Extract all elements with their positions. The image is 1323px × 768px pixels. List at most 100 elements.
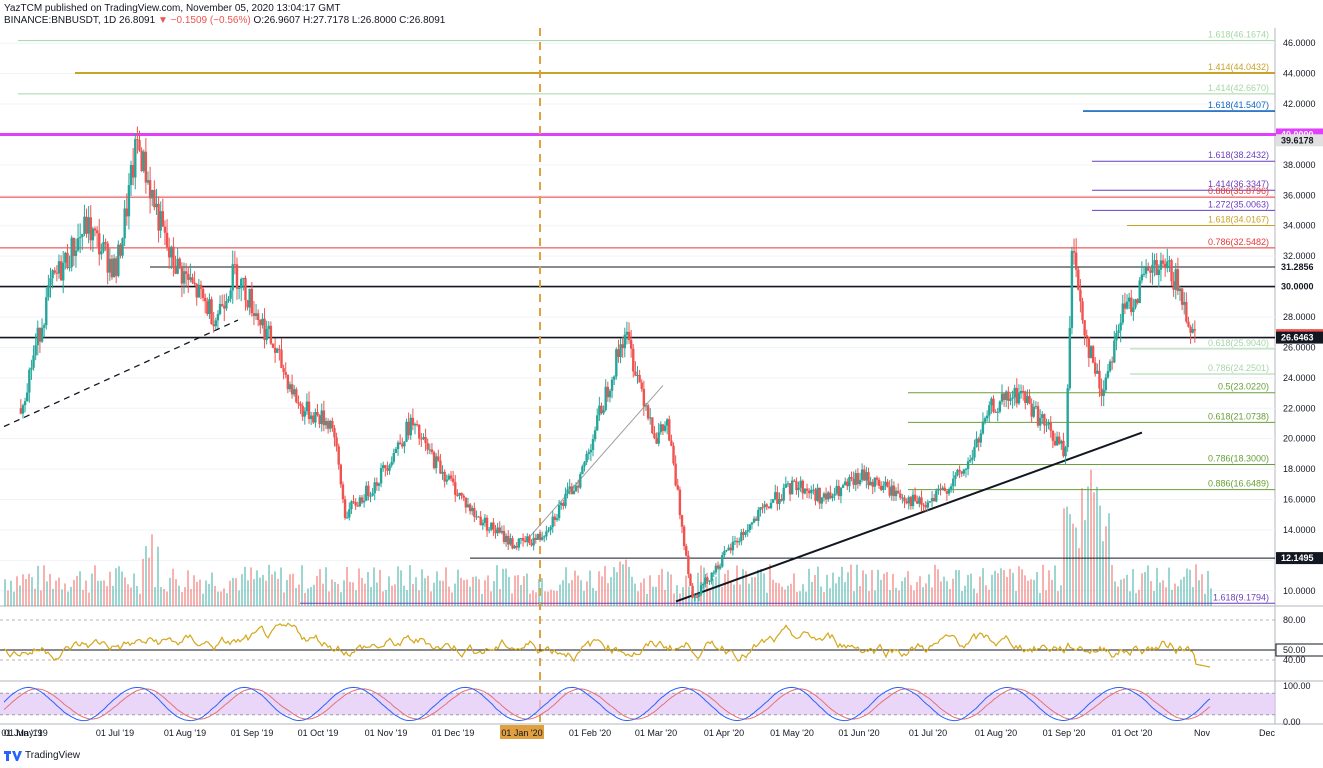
candle-body: [163, 226, 167, 233]
volume-bar: [916, 582, 918, 606]
candle-body: [926, 502, 930, 508]
candle-body: [388, 465, 391, 471]
volume-bar: [649, 575, 651, 606]
volume-bar: [352, 582, 354, 606]
candle-body: [248, 288, 251, 308]
candle-body: [994, 411, 997, 413]
volume-bar: [244, 566, 246, 606]
volume-bar: [481, 593, 483, 606]
candle-body: [114, 258, 118, 276]
candle-body: [515, 545, 518, 548]
candle-body: [106, 243, 109, 273]
volume-bar: [169, 577, 171, 606]
candle-body: [632, 348, 635, 372]
volume-bar: [460, 577, 462, 606]
candle-body: [901, 497, 904, 499]
brand-name[interactable]: TradingView: [25, 750, 81, 761]
volume-bar: [13, 591, 15, 606]
volume-bar: [469, 586, 471, 606]
volume-bar: [166, 591, 168, 606]
time-tick-label: 01 Jul '20: [909, 728, 947, 738]
candle-body: [907, 497, 910, 504]
candle-body: [500, 530, 504, 533]
volume-bar: [823, 592, 825, 606]
volume-bar: [175, 579, 177, 606]
time-tick-label: 01 Mar '20: [635, 728, 677, 738]
candle-body: [909, 497, 913, 507]
volume-bar: [610, 577, 612, 606]
candle-body: [574, 485, 578, 492]
volume-bar: [1030, 579, 1032, 606]
candle-body: [744, 531, 747, 535]
candle-body: [973, 447, 976, 458]
candle-body: [519, 538, 523, 540]
volume-bar: [589, 570, 591, 606]
volume-bar: [1147, 565, 1149, 606]
candle-body: [642, 388, 646, 407]
candle-body: [134, 139, 137, 178]
volume-bar: [103, 580, 105, 606]
stoch-tick-label: 0.00: [1283, 717, 1301, 727]
volume-bar: [409, 565, 411, 606]
volume-bar: [1126, 574, 1128, 606]
volume-bar: [505, 568, 507, 606]
candle-body: [305, 401, 309, 412]
volume-bar: [1024, 575, 1026, 606]
volume-bar: [388, 576, 390, 606]
candle-body: [937, 488, 940, 491]
candle-body: [814, 489, 817, 501]
volume-bar: [931, 587, 933, 606]
candle-body: [797, 487, 800, 491]
candle-body: [456, 495, 459, 497]
volume-bar: [235, 578, 237, 606]
volume-bar: [1042, 564, 1044, 606]
volume-bar: [1129, 591, 1131, 606]
candle-body: [244, 277, 247, 301]
candle-body: [333, 428, 336, 438]
candle-body: [1026, 396, 1029, 403]
volume-bar: [604, 565, 606, 606]
volume-bar: [274, 571, 276, 606]
candle-body: [312, 415, 315, 423]
candle-body: [523, 540, 527, 542]
candle-body: [818, 487, 821, 504]
candle-body: [693, 596, 696, 598]
volume-bar: [886, 572, 888, 606]
candle-body: [265, 329, 268, 341]
symbol-name[interactable]: BINANCE:BNBUSDT, 1D: [4, 15, 117, 26]
candle-body: [945, 491, 949, 494]
candle-body: [1094, 362, 1097, 374]
candle-body: [536, 534, 540, 540]
volume-bar: [526, 573, 528, 606]
price-label: 39.6178: [1281, 135, 1314, 145]
price-chart[interactable]: 1.618(46.1674) 1.414(44.0432) 1.414(42.667…: [0, 28, 1323, 748]
candle-body: [337, 446, 340, 465]
candle-body: [831, 495, 834, 499]
volume-bar: [40, 590, 42, 606]
price-tick-label: 38.0000: [1283, 160, 1316, 170]
candle-body: [430, 449, 434, 453]
candle-body: [182, 271, 186, 284]
candle-body: [129, 165, 133, 186]
volume-bar: [328, 591, 330, 606]
level-label: 1.272(35.0063): [1208, 199, 1269, 209]
candle-body: [1142, 273, 1146, 275]
volume-bar: [943, 576, 945, 606]
volume-bar: [1171, 589, 1173, 606]
candle-body: [1096, 370, 1099, 374]
candle-body: [95, 230, 99, 234]
volume-bar: [988, 589, 990, 606]
candle-body: [1053, 440, 1057, 446]
candle-body: [1140, 274, 1144, 281]
candle-body: [240, 279, 243, 288]
time-tick-label: 01 Aug '19: [164, 728, 206, 738]
volume-bar: [145, 546, 147, 606]
candle-body: [1102, 389, 1105, 396]
rsi-last-label: 50.00: [1283, 645, 1306, 655]
volume-bar: [655, 586, 657, 606]
level-label: 1.414(36.3347): [1208, 179, 1269, 189]
price-tick-label: 10.0000: [1283, 586, 1316, 596]
volume-bar: [1036, 571, 1038, 606]
volume-bar: [997, 573, 999, 606]
volume-bar: [262, 574, 264, 606]
